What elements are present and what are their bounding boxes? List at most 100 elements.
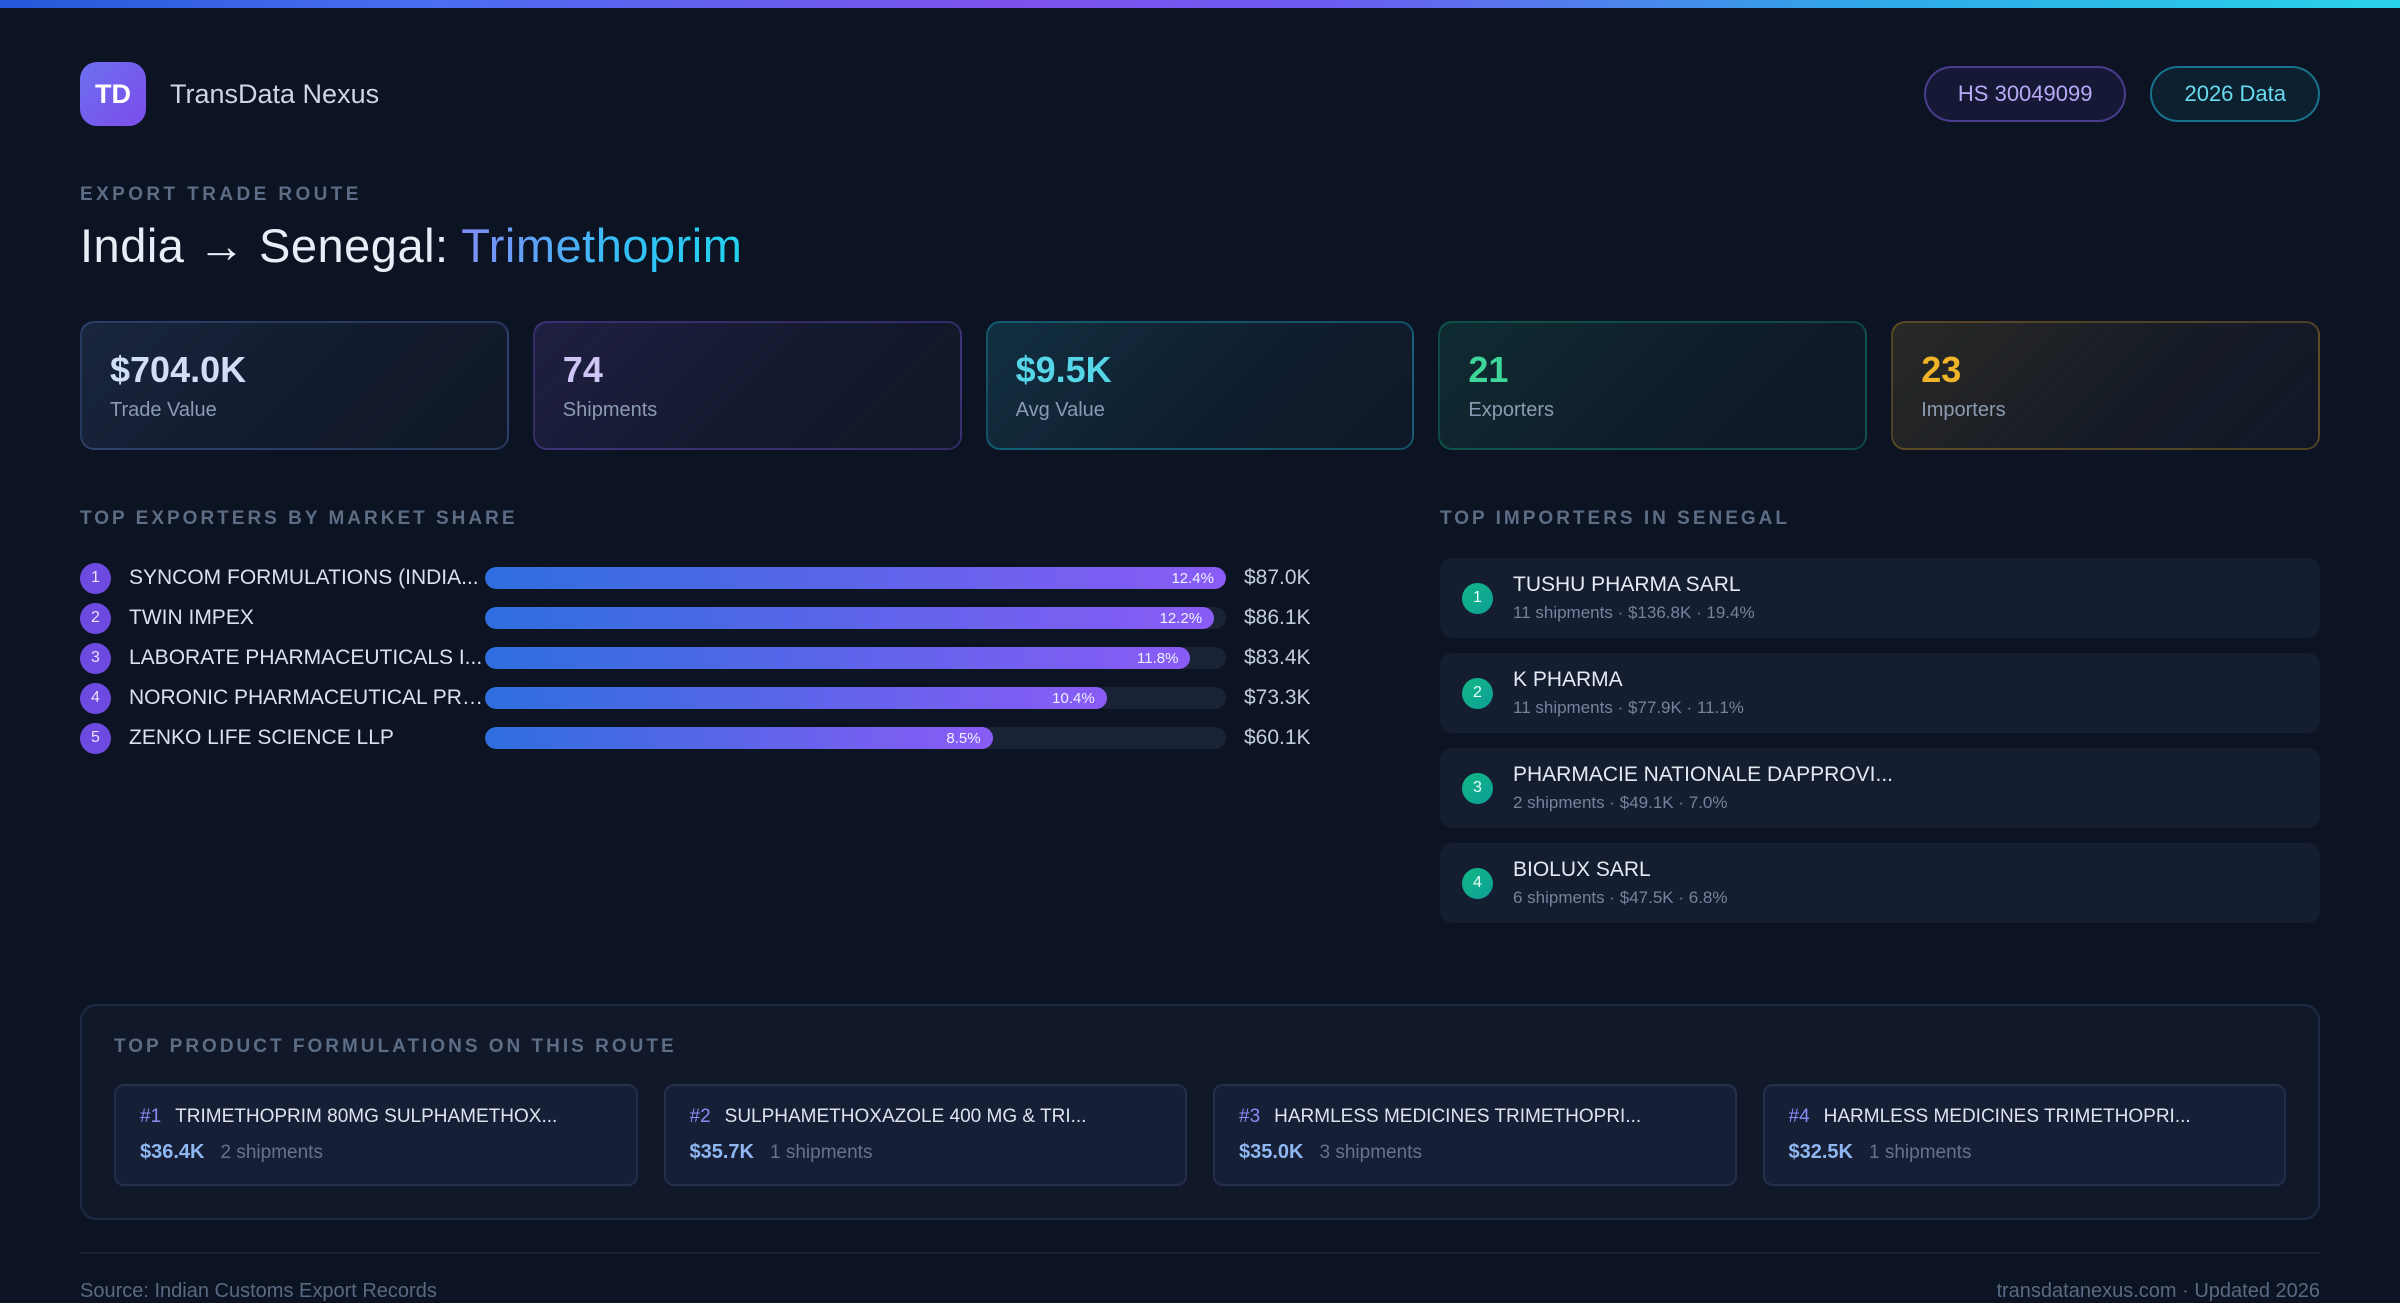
product-stats: $36.4K 2 shipments [140, 1141, 612, 1164]
product-card[interactable]: #1 TRIMETHOPRIM 80MG SULPHAMETHOX... $36… [114, 1084, 638, 1186]
topbar: TD TransData Nexus HS 30049099 2026 Data [80, 62, 2320, 126]
rank-badge: 1 [80, 562, 111, 594]
rank-badge: 2 [1462, 677, 1493, 709]
importer-name: TUSHU PHARMA SARL [1513, 573, 1741, 596]
importer-name: K PHARMA [1513, 668, 1623, 691]
stat-card-shipments: 74 Shipments [532, 321, 962, 450]
importer-info: K PHARMA 11 shipments · $77.9K · 11.1% [1513, 668, 1744, 718]
exporter-name: NORONIC PHARMACEUTICAL PRI... [129, 686, 485, 709]
product-shipments: 2 shipments [220, 1142, 323, 1163]
exporter-name: LABORATE PHARMACEUTICALS I... [129, 646, 483, 669]
products-panel: TOP PRODUCT FORMULATIONS ON THIS ROUTE #… [80, 1004, 2320, 1220]
product-card[interactable]: #3 HARMLESS MEDICINES TRIMETHOPRI... $35… [1213, 1084, 1737, 1186]
app-logo: TD [80, 62, 146, 126]
product-value: $36.4K [140, 1141, 205, 1163]
header-badges: HS 30049099 2026 Data [1923, 66, 2320, 122]
importer-meta: 11 shipments · $136.8K · 19.4% [1513, 603, 1755, 622]
stat-value: 21 [1468, 349, 1509, 390]
stats-row: $704.0K Trade Value 74 Shipments $9.5K A… [80, 321, 2320, 450]
importer-info: TUSHU PHARMA SARL 11 shipments · $136.8K… [1513, 573, 1755, 623]
footer-site-link[interactable]: transdatanexus.com · Updated 2026 [1996, 1280, 2320, 1302]
product-name: TRIMETHOPRIM 80MG SULPHAMETHOX... [175, 1106, 558, 1127]
exporter-row[interactable]: 3 LABORATE PHARMACEUTICALS I... 11.8% $8… [80, 638, 1364, 678]
product-value: $35.0K [1239, 1141, 1304, 1163]
share-percent: 8.5% [946, 729, 981, 747]
product-name: SULPHAMETHOXAZOLE 400 MG & TRI... [724, 1106, 1087, 1127]
hs-code-badge[interactable]: HS 30049099 [1923, 66, 2127, 122]
product-shipments: 1 shipments [1869, 1142, 1972, 1163]
product-stats: $35.0K 3 shipments [1239, 1141, 1711, 1164]
product-card[interactable]: #2 SULPHAMETHOXAZOLE 400 MG & TRI... $35… [663, 1084, 1187, 1186]
importer-row[interactable]: 2 K PHARMA 11 shipments · $77.9K · 11.1% [1440, 653, 2320, 733]
exporter-value: $87.0K [1244, 566, 1311, 589]
data-year-badge[interactable]: 2026 Data [2150, 66, 2320, 122]
stat-card-avg-value: $9.5K Avg Value [985, 321, 1415, 450]
market-share-bar-fill: 10.4% [485, 687, 1107, 709]
exporter-row[interactable]: 1 SYNCOM FORMULATIONS (INDIA... 12.4% $8… [80, 558, 1364, 598]
product-shipments: 3 shipments [1319, 1142, 1422, 1163]
stat-value: $704.0K [110, 349, 247, 390]
product-stats: $35.7K 1 shipments [690, 1141, 1162, 1164]
brand: TD TransData Nexus [80, 62, 379, 126]
importer-meta: 6 shipments · $47.5K · 6.8% [1513, 888, 1728, 907]
product-rank: #3 [1239, 1106, 1261, 1127]
market-share-bar: 8.5% [485, 727, 1226, 749]
exporter-row[interactable]: 4 NORONIC PHARMACEUTICAL PRI... 10.4% $7… [80, 678, 1364, 718]
product-shipments: 1 shipments [770, 1142, 873, 1163]
top-accent-bar [0, 0, 2400, 8]
stat-label: Avg Value [1015, 399, 1105, 421]
importer-meta: 11 shipments · $77.9K · 11.1% [1513, 698, 1744, 717]
product-header: #2 SULPHAMETHOXAZOLE 400 MG & TRI... [690, 1106, 1162, 1128]
market-share-bar-fill: 12.2% [485, 607, 1215, 629]
stat-label: Importers [1921, 399, 2006, 421]
rank-badge: 4 [1462, 867, 1493, 899]
product-name: HARMLESS MEDICINES TRIMETHOPRI... [1823, 1106, 2191, 1127]
stat-card-importers: 23 Importers [1891, 321, 2320, 450]
share-percent: 12.2% [1159, 609, 1203, 627]
product-rank: #1 [140, 1106, 162, 1127]
market-share-bar: 11.8% [485, 647, 1226, 669]
market-share-bar: 12.4% [485, 567, 1226, 589]
importer-row[interactable]: 1 TUSHU PHARMA SARL 11 shipments · $136.… [1440, 558, 2320, 638]
exporter-row[interactable]: 5 ZENKO LIFE SCIENCE LLP 8.5% $60.1K [80, 718, 1364, 758]
stat-card-trade-value: $704.0K Trade Value [80, 321, 509, 450]
rank-badge: 3 [80, 642, 111, 674]
market-share-bar-fill: 8.5% [485, 727, 993, 749]
page-title: India → Senegal: Trimethoprim [80, 218, 2320, 273]
products-title: TOP PRODUCT FORMULATIONS ON THIS ROUTE [114, 1036, 677, 1057]
importers-section: TOP IMPORTERS IN SENEGAL 1 TUSHU PHARMA … [1440, 508, 2320, 938]
importer-name: PHARMACIE NATIONALE DAPPROVI... [1513, 763, 1894, 786]
share-percent: 10.4% [1052, 689, 1095, 707]
page-title-product: Trimethoprim [461, 219, 743, 272]
exporter-value: $60.1K [1244, 726, 1311, 749]
product-header: #4 HARMLESS MEDICINES TRIMETHOPRI... [1789, 1106, 2261, 1128]
importer-meta: 2 shipments · $49.1K · 7.0% [1513, 793, 1728, 812]
stat-value: 23 [1921, 349, 1962, 390]
importer-row[interactable]: 3 PHARMACIE NATIONALE DAPPROVI... 2 ship… [1440, 748, 2320, 828]
exporter-row[interactable]: 2 TWIN IMPEX 12.2% $86.1K [80, 598, 1364, 638]
rank-badge: 2 [80, 602, 111, 634]
stat-label: Exporters [1468, 399, 1554, 421]
importer-row[interactable]: 4 BIOLUX SARL 6 shipments · $47.5K · 6.8… [1440, 843, 2320, 923]
product-card[interactable]: #4 HARMLESS MEDICINES TRIMETHOPRI... $32… [1762, 1084, 2286, 1186]
market-share-bar-fill: 11.8% [485, 647, 1191, 669]
product-rank: #4 [1788, 1106, 1810, 1127]
stat-value: $9.5K [1015, 349, 1112, 390]
importer-info: BIOLUX SARL 6 shipments · $47.5K · 6.8% [1513, 858, 1728, 908]
exporters-section: TOP EXPORTERS BY MARKET SHARE 1 SYNCOM F… [80, 508, 1364, 758]
exporter-value: $83.4K [1244, 646, 1311, 669]
stat-label: Trade Value [110, 399, 217, 421]
product-header: #1 TRIMETHOPRIM 80MG SULPHAMETHOX... [140, 1106, 612, 1128]
rank-badge: 4 [80, 682, 111, 714]
products-grid: #1 TRIMETHOPRIM 80MG SULPHAMETHOX... $36… [114, 1084, 2286, 1186]
importer-name: BIOLUX SARL [1513, 858, 1651, 881]
market-share-bar: 10.4% [485, 687, 1226, 709]
product-header: #3 HARMLESS MEDICINES TRIMETHOPRI... [1239, 1106, 1711, 1128]
product-value: $32.5K [1788, 1141, 1854, 1163]
importers-title: TOP IMPORTERS IN SENEGAL [1440, 508, 1791, 529]
stat-label: Shipments [562, 399, 658, 421]
page-title-main: India → Senegal: [80, 219, 449, 272]
stat-card-exporters: 21 Exporters [1438, 321, 1868, 450]
app-title: TransData Nexus [170, 78, 380, 109]
product-value: $35.7K [689, 1141, 755, 1163]
